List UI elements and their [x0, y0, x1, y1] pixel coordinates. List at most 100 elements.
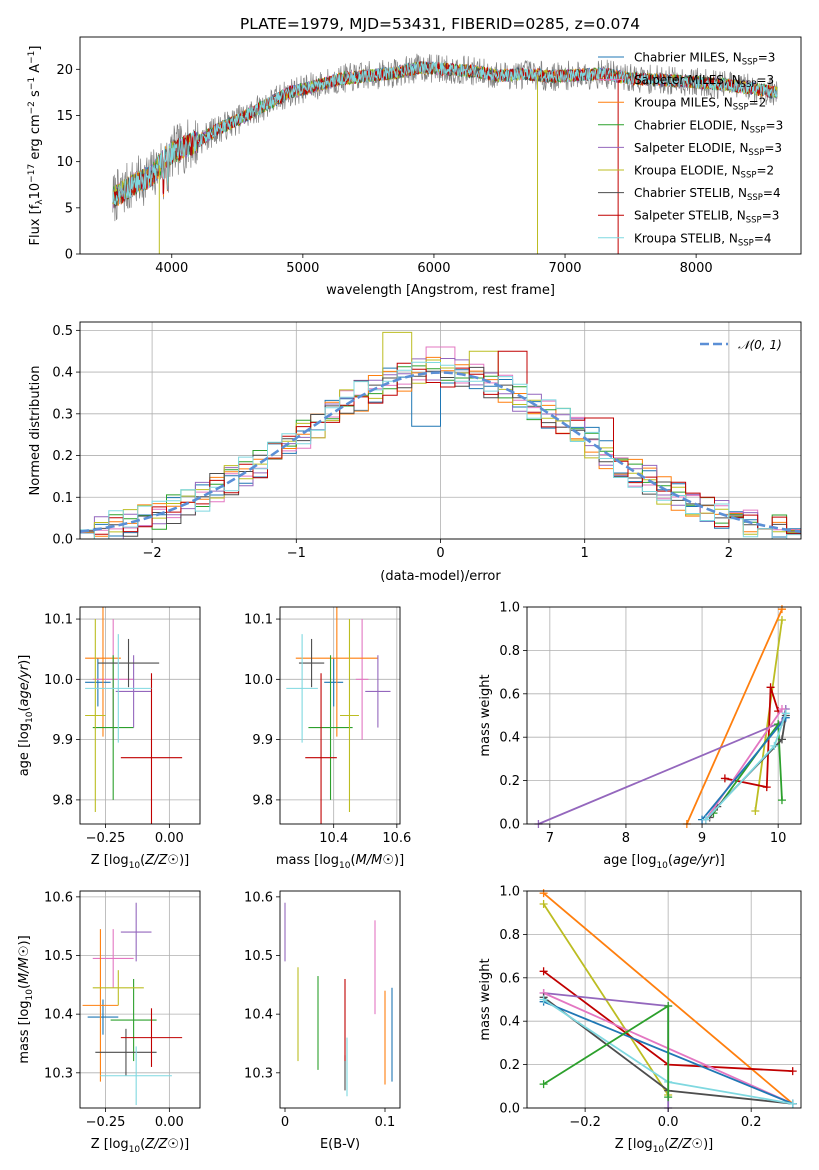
y-axis-label-part: s [28, 90, 43, 101]
weight-marker [777, 735, 786, 744]
x-axis-label: E(B-V) [320, 1137, 360, 1152]
legend-nssp-prefix: , [732, 141, 740, 155]
histogram-steps [80, 346, 801, 533]
axes-frame [526, 606, 802, 825]
tick-marks: 7 8 9 10 0.0 0.2 0.4 0.6 0.8 1.0 [499, 601, 786, 847]
y-tick-label: 1.0 [499, 885, 520, 900]
legend-model: Chabrier MILES [634, 51, 725, 65]
legend-model: Kroupa MILES [634, 96, 716, 110]
axes-frame [279, 606, 401, 825]
y-axis-label-part: −1 [27, 51, 37, 64]
histogram-steps [80, 367, 801, 538]
x-tick-label: 10.4 [319, 831, 348, 846]
y-tick-label: 0.6 [499, 687, 520, 702]
errorbar-point [92, 929, 134, 988]
y-tick-label: 0.3 [52, 407, 73, 422]
legend-label: 𝒩(0, 1) [738, 338, 782, 352]
y-tick-label: 0.0 [52, 533, 73, 548]
weight-line [701, 717, 787, 821]
plot-area [82, 902, 183, 1106]
y-tick-label: 9.9 [252, 733, 273, 748]
y-tick-label: 10.5 [44, 949, 73, 964]
legend-nssp-value: =3 [758, 51, 776, 65]
weight-marker [664, 1093, 673, 1102]
y-tick-label: 0.8 [499, 928, 520, 943]
y-tick-label: 10.4 [44, 1008, 73, 1023]
weight-marker [766, 683, 775, 692]
legend-nssp-letter: N [733, 51, 742, 65]
legend-nssp-value: =3 [764, 141, 782, 155]
legend-nssp-letter: N [732, 164, 741, 178]
x-tick-label: 0.0 [658, 1115, 679, 1130]
x-axis-label: (data-model)/error [380, 569, 501, 584]
weight-marker [539, 900, 548, 909]
errorbar-point [87, 999, 119, 1035]
y-tick-label: 20 [56, 63, 73, 78]
y-axis-label: Flux [fλ10−17 erg cm−2 s−1 A−1] [27, 46, 45, 246]
y-tick-label: 0.5 [52, 324, 73, 339]
x-axis-label: mass [log10(M/M☉)] [276, 853, 404, 871]
x-tick-label: 0.2 [741, 1115, 762, 1130]
x-tick-label: 4000 [155, 261, 188, 276]
legend-nssp-letter: N [729, 231, 738, 245]
weight-marker [777, 605, 786, 614]
legend-nssp-letter: N [724, 96, 733, 110]
weight-marker [701, 815, 710, 824]
errorbar-point [85, 607, 121, 737]
legend-nssp-prefix: , [721, 231, 729, 245]
tick-marks: −2 −1 0 1 2 0.0 0.1 0.2 0.3 0.4 0.5 [52, 324, 733, 561]
axes-frame [279, 890, 401, 1109]
y-tick-label: 9.8 [252, 793, 273, 808]
tick-marks: −0.25 0.00 9.8 9.9 10.0 10.1 [44, 613, 184, 846]
errorbar-point [120, 673, 183, 824]
errorbar-point [295, 607, 378, 737]
errorbar-point [355, 619, 369, 740]
y-tick-label: 10 [56, 155, 73, 170]
y-tick-label: 5 [65, 201, 73, 216]
grid-lines [527, 606, 801, 825]
y-tick-label: 10.0 [244, 673, 273, 688]
legend-model: Salpeter STELIB [634, 209, 729, 223]
x-tick-label: 10.6 [382, 831, 411, 846]
y-tick-label: 0.2 [52, 449, 73, 464]
y-axis-label-part: λ [35, 199, 45, 205]
legend-model: Salpeter ELODIE [634, 141, 732, 155]
errorbar-point [85, 634, 152, 743]
panel-age_vs_Z: −0.25 0.00 9.8 9.9 10.0 10.1 Z [log10(Z/Z☉)] ag… [17, 606, 201, 871]
x-tick-label: 6000 [417, 261, 450, 276]
x-tick-label: 7 [546, 831, 554, 846]
errorbar-point [110, 978, 157, 1062]
x-tick-label: 0 [436, 546, 444, 561]
y-tick-label: 0.6 [499, 971, 520, 986]
y-tick-label: 10.1 [44, 613, 73, 628]
histogram-steps [80, 366, 801, 537]
x-tick-label: 10 [770, 831, 787, 846]
axes-frame [526, 890, 802, 1109]
y-axis-label-part: ] [28, 46, 43, 51]
legend-label: Chabrier ELODIE, NSSP=3 [634, 118, 783, 135]
weight-marker [762, 783, 771, 792]
y-tick-label: 9.8 [52, 793, 73, 808]
weight-marker [720, 774, 729, 783]
y-tick-label: 0.0 [499, 1102, 520, 1117]
y-axis-label-part: 10 [28, 183, 43, 200]
grid-lines [80, 607, 200, 824]
errorbar-point [85, 658, 111, 707]
tick-marks: 0 0.1 10.3 10.4 10.5 10.6 [244, 890, 395, 1130]
panel-weight_vs_Z: −0.2 0.0 0.2 0.0 0.2 0.4 0.6 0.8 1.0 Z [log10(Z/Z… [478, 885, 802, 1155]
y-tick-label: 0.2 [499, 774, 520, 789]
y-tick-label: 15 [56, 109, 73, 124]
histogram-steps [80, 361, 801, 539]
errorbar-point [120, 902, 152, 962]
weight-line [705, 708, 783, 821]
y-tick-label: 0.4 [52, 366, 73, 381]
x-tick-label: 1 [581, 546, 589, 561]
y-tick-label: 10.3 [244, 1066, 273, 1081]
y-tick-label: 0.1 [52, 491, 73, 506]
weight-marker [788, 1099, 797, 1108]
errorbar-point [92, 655, 134, 800]
x-tick-label: 5000 [286, 261, 319, 276]
y-axis-label: mass [log10(M/M☉)] [17, 935, 35, 1063]
y-axis-label-part: −17 [27, 164, 37, 183]
